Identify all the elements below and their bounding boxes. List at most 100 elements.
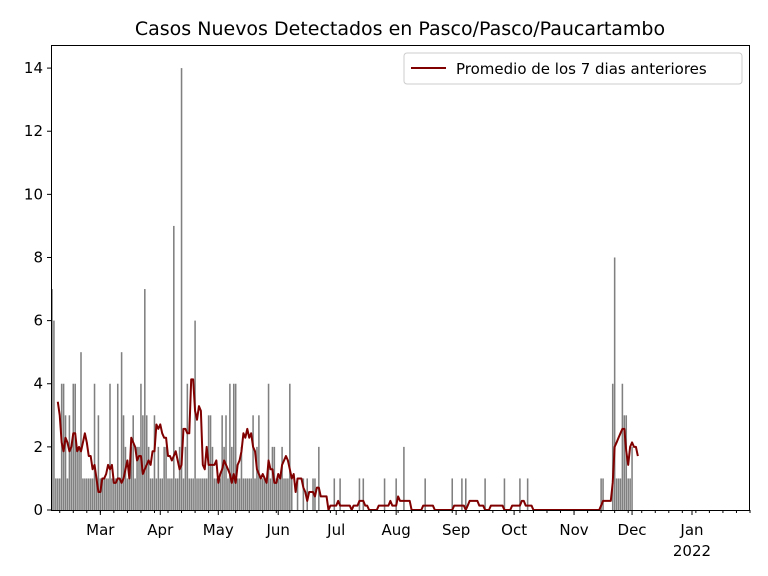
bar <box>132 415 134 510</box>
bar <box>151 478 154 510</box>
bar <box>130 446 133 510</box>
bar <box>358 478 361 510</box>
bar <box>186 383 189 510</box>
bar <box>97 415 100 510</box>
y-tick-label: 2 <box>33 438 43 456</box>
bar <box>171 478 173 510</box>
x-tick-label: May <box>203 521 234 539</box>
bar <box>113 478 115 510</box>
plot-frame <box>51 45 750 511</box>
bar <box>184 446 187 510</box>
x-tick-label: Nov <box>559 521 588 539</box>
bar <box>302 478 305 510</box>
bar <box>279 478 281 510</box>
bar <box>627 478 629 510</box>
bar <box>217 478 220 510</box>
x-axis: Mar Apr May Jun Jul Aug Sep Oct Nov Dec Jan 2022 <box>59 510 751 560</box>
y-tick-label: 8 <box>33 248 43 266</box>
y-tick-label: 10 <box>24 185 43 203</box>
bar <box>202 478 204 510</box>
bar <box>53 320 55 510</box>
bar <box>269 478 272 510</box>
chart-title: Casos Nuevos Detectados en Pasco/Pasco/P… <box>135 18 665 40</box>
bar <box>78 446 80 510</box>
bar <box>248 478 250 510</box>
x-tick-label: Mar <box>86 521 115 539</box>
bar <box>619 478 622 510</box>
x-tick-label: Jan <box>679 521 703 539</box>
bar <box>80 352 82 510</box>
bar <box>232 383 235 510</box>
bar <box>163 446 165 510</box>
bar <box>84 478 86 510</box>
bar <box>318 446 320 510</box>
bar <box>484 478 486 510</box>
x-tick-label: Jul <box>326 521 345 539</box>
bar <box>70 446 73 510</box>
bar <box>227 478 229 510</box>
bar <box>169 478 171 510</box>
bar <box>205 478 208 510</box>
bar <box>242 478 245 510</box>
legend-entry-average: Promedio de los 7 dias anteriores <box>456 60 707 78</box>
bar <box>213 478 216 510</box>
bar <box>283 478 285 510</box>
bar <box>165 446 167 510</box>
legend: Promedio de los 7 dias anteriores <box>403 52 743 85</box>
bar <box>144 289 146 510</box>
bar <box>159 478 162 510</box>
bar <box>134 478 136 510</box>
legend-box <box>403 52 743 85</box>
bar <box>82 478 84 510</box>
bar <box>631 446 633 510</box>
bar <box>140 383 142 510</box>
bar <box>424 478 426 510</box>
bar <box>174 478 177 510</box>
bar <box>503 478 506 510</box>
bar <box>229 383 231 510</box>
y-tick-label: 4 <box>33 375 43 393</box>
bar <box>403 446 405 510</box>
bar <box>267 383 270 510</box>
bar <box>526 478 529 510</box>
bar <box>51 289 53 510</box>
bar <box>623 415 626 510</box>
bar <box>615 478 618 510</box>
y-tick-label: 14 <box>24 59 43 77</box>
bar <box>617 478 620 510</box>
bar <box>198 478 200 510</box>
x-tick-label: Sep <box>442 521 470 539</box>
bar <box>118 478 121 510</box>
x-tick-label: Jun <box>266 521 290 539</box>
bar <box>173 225 175 511</box>
bar <box>221 415 223 510</box>
bar <box>296 478 299 510</box>
bar <box>281 446 283 510</box>
bar <box>285 478 287 510</box>
bar <box>629 478 631 510</box>
bar <box>109 383 111 510</box>
bar <box>89 478 92 510</box>
bar <box>176 478 179 510</box>
bar <box>87 478 90 510</box>
bar <box>58 478 61 510</box>
bar <box>76 446 78 510</box>
bar <box>200 478 202 510</box>
bar <box>261 478 264 510</box>
bar <box>621 383 624 510</box>
bar <box>451 478 454 510</box>
bar <box>250 478 252 510</box>
bar <box>263 478 266 510</box>
bar <box>142 415 144 510</box>
bar <box>265 478 268 510</box>
bar <box>138 446 140 510</box>
bar <box>258 415 260 510</box>
bar <box>625 415 628 510</box>
bar <box>167 478 169 510</box>
x-tick-label: Apr <box>147 521 174 539</box>
bar <box>254 478 256 510</box>
y-tick-label: 0 <box>33 501 43 519</box>
bar <box>136 446 138 510</box>
y-tick-label: 12 <box>24 122 43 140</box>
bar <box>465 478 467 510</box>
